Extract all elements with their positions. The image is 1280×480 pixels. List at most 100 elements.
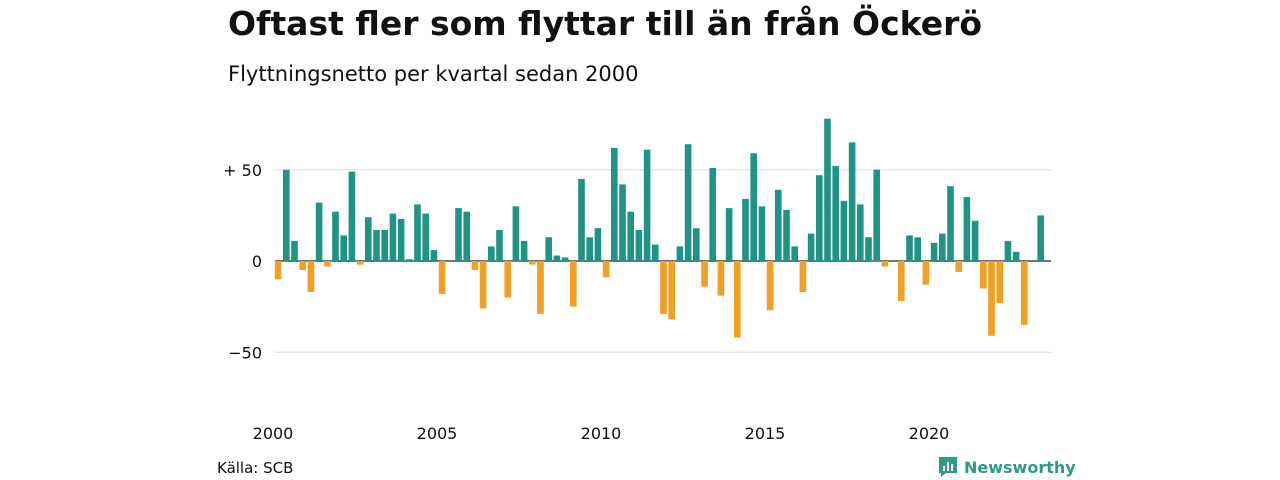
bar: [799, 261, 807, 292]
brand-logo[interactable]: Newsworthy: [938, 456, 1076, 478]
bar: [668, 261, 675, 320]
bar: [963, 197, 971, 261]
y-tick-label: 0: [252, 252, 262, 271]
bar: [906, 235, 913, 261]
bar: [791, 246, 798, 261]
bar: [832, 166, 839, 261]
bar: [930, 242, 938, 262]
bar: [980, 261, 987, 289]
bar: [701, 261, 708, 287]
bar: [717, 261, 725, 296]
bar: [479, 261, 487, 309]
bar: [373, 230, 380, 261]
x-tick-label: 2010: [581, 424, 622, 443]
bar: [873, 169, 880, 262]
bar: [627, 211, 634, 261]
bar: [775, 189, 782, 261]
bar: [274, 261, 282, 280]
bar: [586, 237, 593, 261]
bar: [971, 220, 979, 261]
bar: [676, 246, 684, 261]
bar: [758, 206, 766, 262]
bar: [570, 261, 577, 307]
bar: [594, 228, 602, 262]
y-tick-label: −50: [228, 343, 262, 362]
source-note: Källa: SCB: [217, 459, 294, 477]
bar: [512, 206, 520, 262]
bar: [561, 257, 569, 261]
bar: [1012, 251, 1020, 261]
bar: [414, 204, 421, 261]
bar: [553, 255, 561, 261]
bar: [332, 211, 339, 261]
bar: [898, 261, 905, 302]
bar: [857, 204, 864, 261]
bar: [766, 261, 774, 311]
bar: [693, 228, 700, 262]
bar: [463, 211, 470, 261]
bar: [725, 208, 733, 261]
chart-subtitle: Flyttningsnetto per kvartal sedan 2000: [228, 62, 639, 86]
x-tick-label: 2000: [253, 424, 294, 443]
bar: [807, 233, 815, 261]
x-tick-label: 2015: [745, 424, 786, 443]
bar: [881, 261, 889, 267]
bars: [274, 118, 1044, 338]
bar: [283, 169, 290, 262]
bar: [684, 144, 692, 261]
bar: [315, 202, 323, 261]
bar: [381, 230, 388, 261]
bar: [865, 237, 872, 261]
bar: [611, 147, 618, 261]
bar: [783, 209, 790, 261]
brand-name: Newsworthy: [964, 457, 1076, 477]
bar: [824, 118, 831, 261]
bar: [652, 244, 659, 261]
bar: [299, 261, 306, 271]
bar: [545, 237, 552, 261]
y-tick-label: + 50: [223, 161, 262, 180]
bar: [520, 240, 528, 261]
bar: [422, 213, 429, 261]
bar: [389, 213, 397, 261]
bar: [537, 261, 544, 314]
bar: [619, 184, 626, 261]
bar: [307, 261, 315, 292]
bar: [660, 261, 667, 314]
bar: [742, 198, 749, 261]
bar: [816, 175, 823, 261]
bar: [709, 167, 716, 261]
bar: [504, 261, 511, 298]
bar: [635, 230, 643, 261]
x-tick-label: 2020: [909, 424, 950, 443]
bar: [848, 142, 856, 261]
bar: [947, 186, 954, 261]
bar: [324, 261, 331, 267]
bar: [340, 235, 347, 261]
bar: [840, 200, 848, 261]
bar: [602, 261, 610, 278]
bar: [496, 230, 503, 261]
bar: [1021, 261, 1028, 325]
bar: [291, 240, 298, 261]
chart-title: Oftast fler som flyttar till än från Öck…: [228, 4, 983, 43]
bar: [922, 261, 930, 285]
bar: [939, 233, 946, 261]
bar: [471, 261, 479, 271]
bar: [397, 219, 405, 261]
bar: [529, 261, 536, 265]
bar: [438, 261, 446, 294]
bar: [488, 246, 495, 261]
bar: [1004, 240, 1012, 261]
bar: [406, 259, 413, 261]
bar: [914, 237, 921, 261]
x-axis-ticks: 2000 2005 2010 2015 2020: [253, 424, 950, 443]
bar: [750, 153, 757, 261]
bar: [734, 261, 741, 338]
bar: [430, 250, 438, 261]
bar: [643, 149, 651, 261]
x-tick-label: 2005: [417, 424, 458, 443]
newsworthy-logo-icon: [939, 457, 957, 477]
bar: [988, 261, 995, 336]
